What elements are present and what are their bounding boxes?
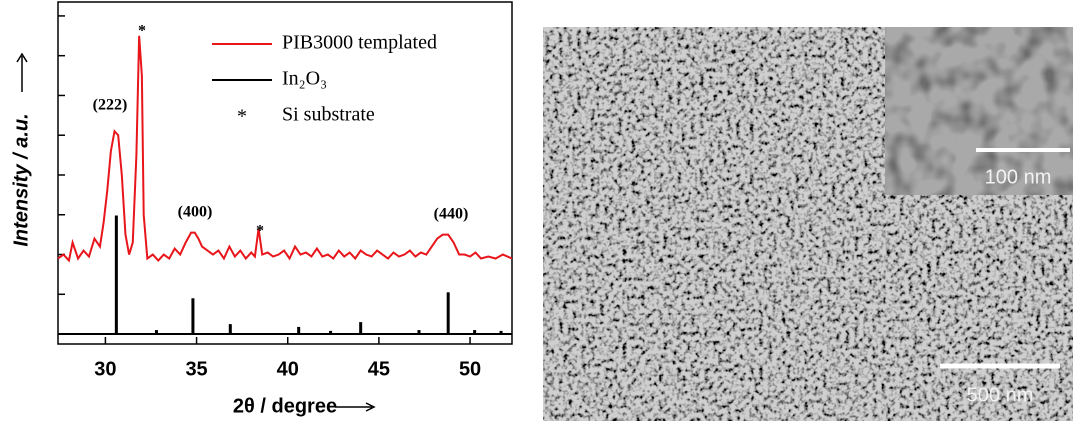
legend-label: Si substrate <box>282 104 375 126</box>
scale-label: 500 nm <box>967 384 1034 406</box>
x-arrow-head <box>365 402 376 412</box>
legend-symbol: * <box>237 106 247 128</box>
sem-inset <box>885 27 1073 195</box>
annotation: (400) <box>178 204 213 221</box>
x-tick-label: 50 <box>459 358 481 380</box>
y-arrow-head <box>16 52 28 63</box>
annotation: * <box>256 223 264 240</box>
series-line <box>57 35 513 263</box>
legend-label: PIB3000 templated <box>282 32 437 54</box>
sem-image: 100 nm 500 nm <box>543 27 1073 421</box>
x-tick-label: 30 <box>94 358 116 380</box>
x-tick-label: 45 <box>368 358 390 380</box>
annotation: (440) <box>434 206 469 223</box>
x-tick-label: 35 <box>185 358 207 380</box>
plot-frame <box>57 1 513 345</box>
legend-label: In₂O₃ <box>282 68 327 90</box>
x-tick-label: 40 <box>277 358 299 380</box>
inset-scale-label: 100 nm <box>985 166 1052 188</box>
y-axis-label: Intensity / a.u. <box>10 113 32 246</box>
annotation: (222) <box>93 97 128 114</box>
annotation: * <box>138 23 146 40</box>
x-axis-label: 2θ / degree <box>233 395 337 417</box>
